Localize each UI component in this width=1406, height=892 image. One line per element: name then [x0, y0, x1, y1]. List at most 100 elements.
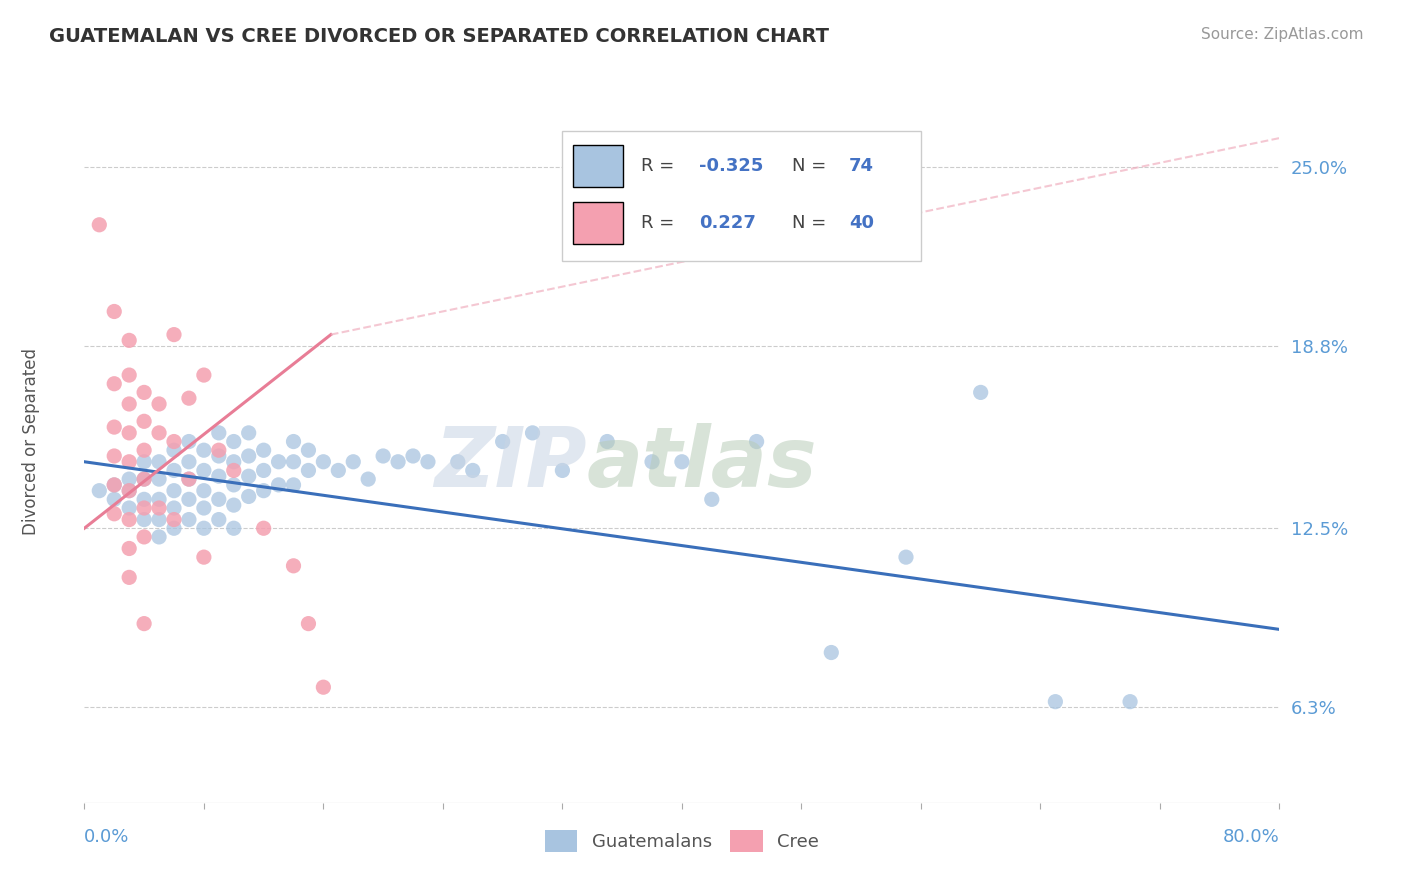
Text: atlas: atlas	[586, 423, 817, 504]
Point	[238, 449, 260, 463]
Point	[238, 490, 260, 504]
Point	[132, 472, 156, 486]
Point	[103, 492, 125, 507]
Point	[148, 501, 170, 516]
Point	[193, 463, 215, 477]
Point	[596, 434, 619, 449]
Point	[163, 483, 186, 498]
Point	[163, 512, 186, 526]
Point	[177, 472, 200, 486]
Text: 80.0%: 80.0%	[1223, 828, 1279, 846]
Point	[208, 492, 231, 507]
Point	[132, 616, 156, 631]
Text: Divorced or Separated: Divorced or Separated	[21, 348, 39, 535]
Point	[297, 443, 319, 458]
Point	[118, 472, 141, 486]
Text: ZIP: ZIP	[433, 423, 586, 504]
Point	[103, 449, 125, 463]
Point	[297, 463, 319, 477]
Point	[222, 463, 245, 477]
Point	[118, 425, 141, 440]
Point	[193, 443, 215, 458]
Point	[193, 550, 215, 565]
Point	[641, 455, 664, 469]
Point	[89, 483, 111, 498]
Legend: Guatemalans, Cree: Guatemalans, Cree	[537, 822, 827, 859]
Point	[297, 616, 319, 631]
Point	[222, 521, 245, 535]
Point	[118, 501, 141, 516]
Point	[132, 501, 156, 516]
Text: GUATEMALAN VS CREE DIVORCED OR SEPARATED CORRELATION CHART: GUATEMALAN VS CREE DIVORCED OR SEPARATED…	[49, 27, 830, 45]
Point	[177, 492, 200, 507]
Point	[328, 463, 350, 477]
Point	[208, 425, 231, 440]
Point	[283, 434, 305, 449]
Point	[148, 530, 170, 544]
Point	[970, 385, 993, 400]
Point	[132, 492, 156, 507]
Point	[193, 501, 215, 516]
Point	[253, 483, 276, 498]
Point	[163, 521, 186, 535]
Point	[177, 512, 200, 526]
Point	[193, 483, 215, 498]
Point	[118, 334, 141, 348]
Point	[163, 463, 186, 477]
Point	[267, 455, 290, 469]
Point	[373, 449, 395, 463]
Text: 0.0%: 0.0%	[84, 828, 129, 846]
Point	[118, 397, 141, 411]
Point	[416, 455, 439, 469]
Point	[193, 368, 215, 382]
Point	[118, 368, 141, 382]
Point	[132, 512, 156, 526]
Point	[208, 443, 231, 458]
Point	[132, 530, 156, 544]
Point	[492, 434, 515, 449]
Point	[132, 472, 156, 486]
Point	[177, 391, 200, 405]
Point	[177, 472, 200, 486]
Point	[163, 434, 186, 449]
Point	[148, 455, 170, 469]
Point	[253, 443, 276, 458]
Point	[283, 558, 305, 573]
Point	[132, 414, 156, 428]
Point	[89, 218, 111, 232]
Point	[342, 455, 364, 469]
Point	[745, 434, 768, 449]
Point	[1045, 695, 1067, 709]
Point	[103, 478, 125, 492]
Point	[267, 478, 290, 492]
Point	[283, 455, 305, 469]
Point	[894, 550, 917, 565]
Point	[163, 443, 186, 458]
Point	[312, 455, 335, 469]
Point	[148, 512, 170, 526]
Point	[118, 570, 141, 584]
Point	[118, 483, 141, 498]
Point	[551, 463, 574, 477]
Point	[193, 521, 215, 535]
Point	[132, 385, 156, 400]
Point	[163, 327, 186, 342]
Point	[671, 455, 693, 469]
Point	[387, 455, 409, 469]
Point	[312, 680, 335, 694]
Point	[283, 478, 305, 492]
Point	[208, 469, 231, 483]
Point	[238, 469, 260, 483]
Point	[357, 472, 380, 486]
Point	[208, 449, 231, 463]
Point	[148, 472, 170, 486]
Point	[103, 304, 125, 318]
Point	[447, 455, 470, 469]
Point	[208, 512, 231, 526]
Point	[118, 541, 141, 556]
Point	[118, 483, 141, 498]
Point	[222, 455, 245, 469]
Text: Source: ZipAtlas.com: Source: ZipAtlas.com	[1201, 27, 1364, 42]
Point	[402, 449, 425, 463]
Point	[177, 434, 200, 449]
